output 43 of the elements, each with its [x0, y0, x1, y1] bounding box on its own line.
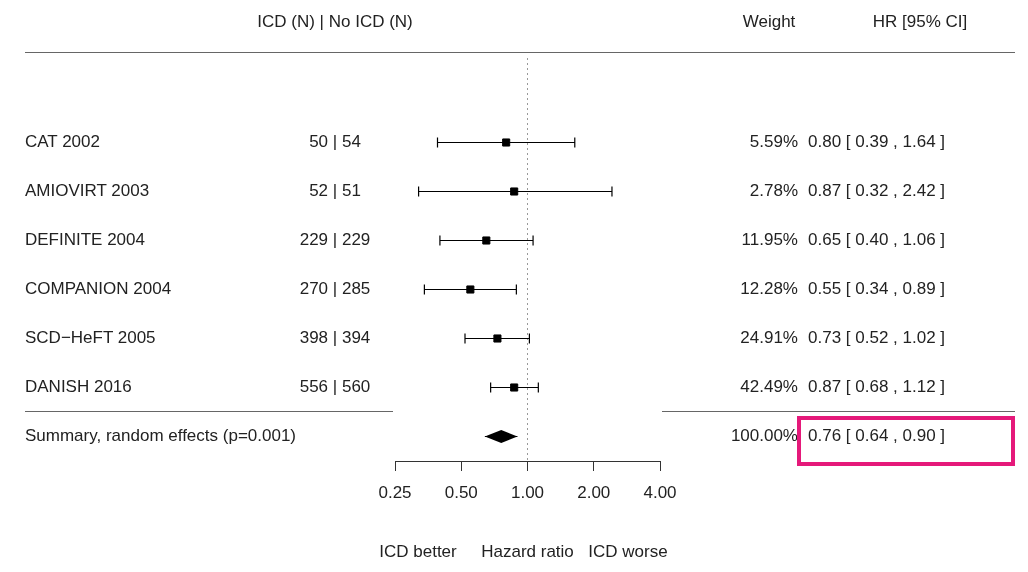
text: 0.65 [ 0.40 , 1.06 ]: [808, 230, 946, 250]
text: HR [95% CI]: [872, 11, 968, 31]
text: 12.28%: [740, 279, 798, 299]
point: [510, 383, 519, 392]
text: ICD worse: [588, 541, 668, 561]
text: 0.55 [ 0.34 , 0.89 ]: [808, 279, 946, 299]
y-tick-label: DEFINITE 2004: [25, 230, 145, 250]
text: 5.59%: [749, 132, 798, 152]
text: ICD (N) | No ICD (N): [257, 11, 413, 31]
text: 0.73 [ 0.52 , 1.02 ]: [808, 328, 946, 348]
y-tick-label: AMIOVIRT 2003: [25, 181, 150, 201]
text: 42.49%: [740, 377, 798, 397]
text: 229 | 229: [299, 230, 371, 250]
text: 0.87 [ 0.68 , 1.12 ]: [808, 377, 946, 397]
text: 0.80 [ 0.39 , 1.64 ]: [808, 132, 946, 152]
x-tick-label: 1.00: [510, 482, 545, 502]
x-tick-label: 0.50: [444, 482, 478, 502]
point: [510, 187, 519, 196]
text: 11.95%: [741, 230, 798, 250]
text: 100.00%: [730, 426, 798, 446]
x-axis-title: Hazard ratio: [481, 541, 574, 561]
x-tick-label: 2.00: [577, 482, 611, 502]
point: [482, 236, 491, 245]
text: 398 | 394: [299, 328, 371, 348]
point: [493, 334, 502, 343]
text: 556 | 560: [299, 377, 371, 397]
text: 52 | 51: [309, 181, 361, 201]
y-tick-label: SCD−HeFT 2005: [25, 328, 156, 348]
x-tick-label: 4.00: [643, 482, 677, 502]
text: 0.76 [ 0.64 , 0.90 ]: [808, 426, 946, 446]
text: 0.87 [ 0.32 , 2.42 ]: [808, 181, 946, 201]
y-tick-label: CAT 2002: [25, 132, 100, 152]
text: 270 | 285: [299, 279, 371, 299]
text: Weight: [742, 11, 796, 31]
y-tick-label: Summary, random effects (p=0.001): [25, 426, 297, 446]
y-tick-label: COMPANION 2004: [25, 279, 172, 299]
x-tick-label: 0.25: [378, 482, 412, 502]
text: 2.78%: [749, 181, 798, 201]
text: ICD better: [379, 541, 458, 561]
text: 24.91%: [740, 328, 798, 348]
point: [502, 138, 511, 147]
text: 50 | 54: [309, 132, 361, 152]
y-tick-label: DANISH 2016: [25, 377, 132, 397]
